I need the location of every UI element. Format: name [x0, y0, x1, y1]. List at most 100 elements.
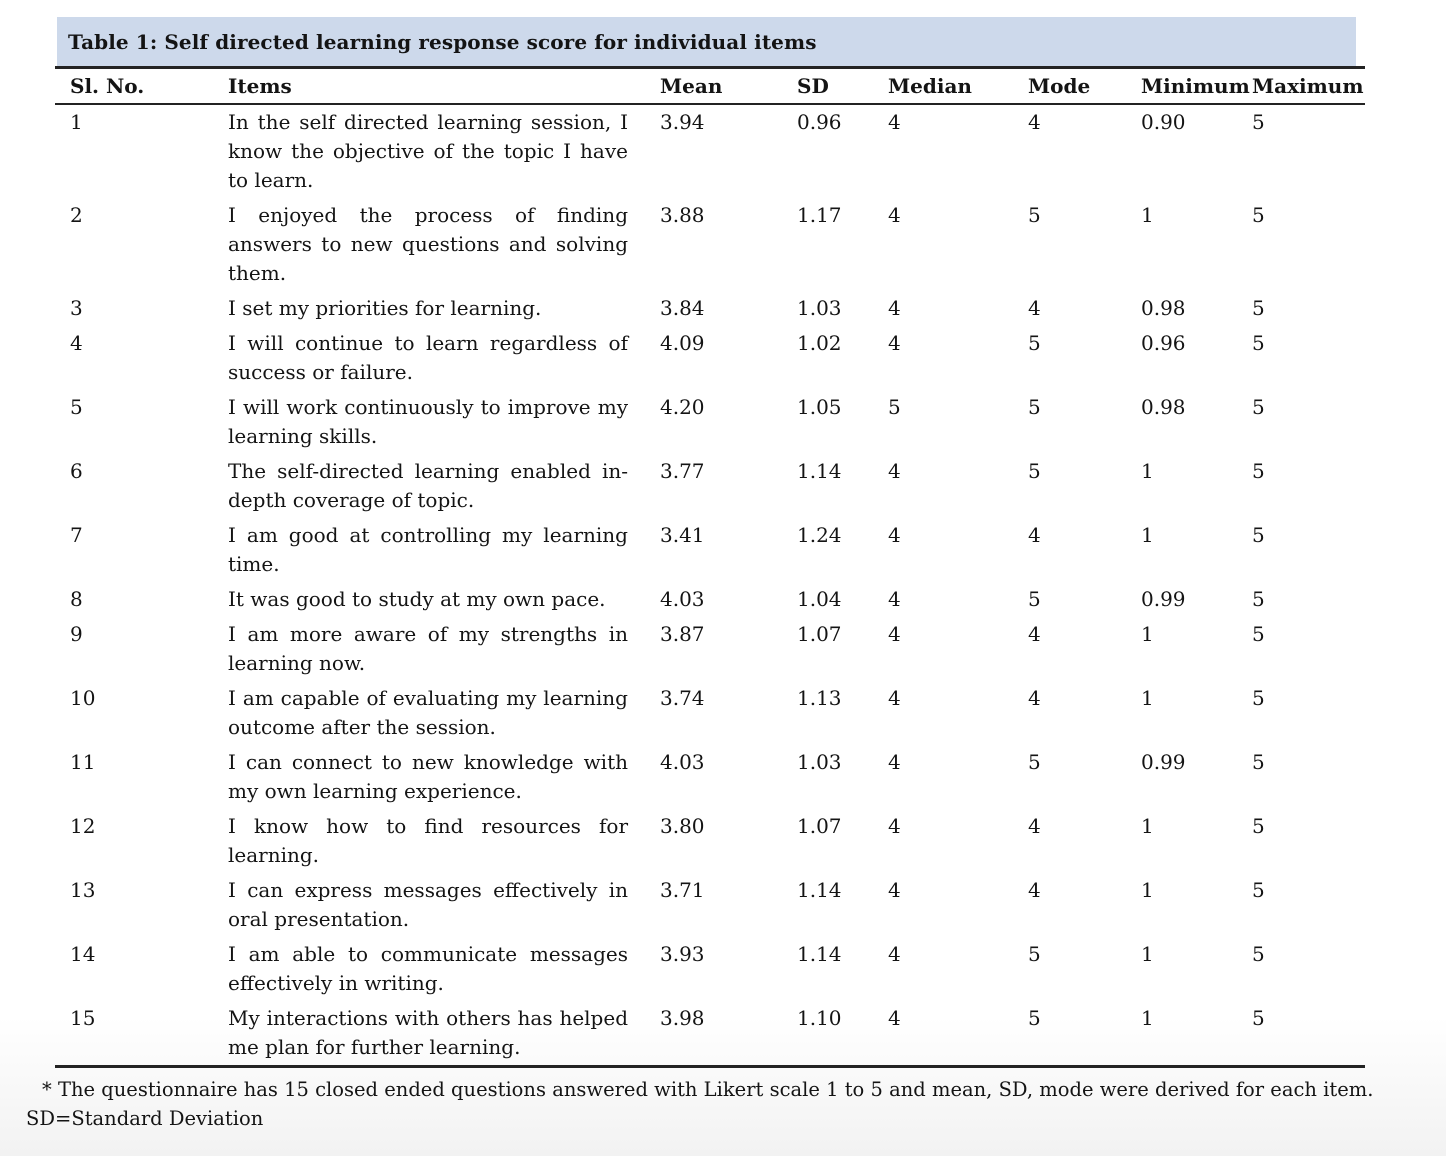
cell-minimum: 1 [1141, 686, 1154, 710]
cell-median: 4 [888, 750, 901, 774]
cell-sd: 0.96 [797, 110, 842, 134]
column-header-mode: Mode [1028, 67, 1141, 105]
cell-items: I know how to find resources for learnin… [228, 814, 628, 867]
column-header-sd: SD [797, 67, 888, 105]
cell-mean: 3.74 [660, 686, 705, 710]
cell-sd: 1.14 [797, 878, 842, 902]
cell-items: I will work continuously to improve my l… [228, 395, 628, 448]
footnote-line-2: SD=Standard Deviation [26, 1106, 264, 1130]
cell-minimum: 1 [1141, 878, 1154, 902]
cell-mean: 3.87 [660, 622, 705, 646]
cell-items: I am capable of evaluating my learning o… [228, 686, 628, 739]
cell-mode: 4 [1028, 296, 1041, 320]
cell-minimum: 0.98 [1141, 395, 1186, 419]
cell-maximum: 5 [1252, 622, 1265, 646]
cell-median: 4 [888, 587, 901, 611]
cell-sd: 1.03 [797, 296, 842, 320]
cell-items: I enjoyed the process of finding answers… [228, 203, 628, 285]
cell-items: It was good to study at my own pace. [228, 587, 606, 611]
table-row: 10 I am capable of evaluating my learning… [55, 681, 1365, 745]
cell-sl-no: 15 [70, 1006, 96, 1030]
cell-sl-no: 13 [70, 878, 96, 902]
cell-mean: 4.20 [660, 395, 705, 419]
cell-items: I am able to communicate messages effect… [228, 942, 628, 995]
cell-sl-no: 9 [70, 622, 83, 646]
table-row: 6 The self-directed learning enabled in-d… [55, 454, 1365, 518]
cell-median: 4 [888, 331, 901, 355]
cell-mean: 4.03 [660, 587, 705, 611]
cell-sl-no: 12 [70, 814, 96, 838]
cell-mode: 5 [1028, 395, 1041, 419]
cell-sd: 1.02 [797, 331, 842, 355]
cell-sl-no: 14 [70, 942, 96, 966]
cell-maximum: 5 [1252, 203, 1265, 227]
results-table: Sl. No. Items Mean SD Median Mode Minimum Maxim… [55, 66, 1365, 1068]
cell-mean: 3.84 [660, 296, 705, 320]
cell-mode: 4 [1028, 814, 1041, 838]
cell-sd: 1.05 [797, 395, 842, 419]
cell-mean: 3.41 [660, 523, 705, 547]
table-row: 8 It was good to study at my own pace. 4.0… [55, 582, 1365, 617]
cell-maximum: 5 [1252, 878, 1265, 902]
cell-mode: 5 [1028, 1006, 1041, 1030]
cell-sd: 1.04 [797, 587, 842, 611]
cell-sl-no: 2 [70, 203, 83, 227]
footnote-line-1: * The questionnaire has 15 closed ended … [42, 1078, 1374, 1101]
cell-maximum: 5 [1252, 686, 1265, 710]
cell-mean: 4.09 [660, 331, 705, 355]
cell-mode: 5 [1028, 750, 1041, 774]
cell-sl-no: 3 [70, 296, 83, 320]
cell-maximum: 5 [1252, 750, 1265, 774]
cell-mean: 3.80 [660, 814, 705, 838]
cell-items: I set my priorities for learning. [228, 296, 542, 320]
table-title: Table 1: Self directed learning response… [68, 29, 817, 54]
cell-median: 4 [888, 878, 901, 902]
cell-items: I will continue to learn regardless of s… [228, 331, 628, 384]
cell-median: 5 [888, 395, 901, 419]
cell-maximum: 5 [1252, 814, 1265, 838]
column-header-mean: Mean [660, 67, 797, 105]
cell-minimum: 0.99 [1141, 587, 1186, 611]
cell-sd: 1.14 [797, 459, 842, 483]
cell-mode: 5 [1028, 203, 1041, 227]
cell-minimum: 1 [1141, 1006, 1154, 1030]
cell-mean: 3.77 [660, 459, 705, 483]
table-title-bar: Table 1: Self directed learning response… [57, 17, 1356, 66]
cell-sl-no: 5 [70, 395, 83, 419]
cell-sl-no: 8 [70, 587, 83, 611]
cell-mean: 4.03 [660, 750, 705, 774]
table-footnote: * The questionnaire has 15 closed ended … [26, 1076, 1376, 1133]
cell-items: My interactions with others has helped m… [228, 1006, 628, 1059]
cell-maximum: 5 [1252, 1006, 1265, 1030]
cell-sd: 1.07 [797, 622, 842, 646]
cell-median: 4 [888, 686, 901, 710]
column-header-minimum: Minimum [1141, 67, 1252, 105]
cell-items: In the self directed learning session, I… [228, 110, 628, 192]
cell-items: I can connect to new knowledge with my o… [228, 750, 628, 803]
cell-minimum: 1 [1141, 622, 1154, 646]
cell-maximum: 5 [1252, 523, 1265, 547]
cell-median: 4 [888, 622, 901, 646]
cell-sd: 1.07 [797, 814, 842, 838]
cell-mode: 4 [1028, 878, 1041, 902]
table-row: 5 I will work continuously to improve my … [55, 390, 1365, 454]
cell-sl-no: 7 [70, 523, 83, 547]
cell-minimum: 1 [1141, 459, 1154, 483]
table-row: 12 I know how to find resources for learn… [55, 809, 1365, 873]
cell-sl-no: 4 [70, 331, 83, 355]
column-header-sl-no: Sl. No. [55, 67, 228, 105]
cell-minimum: 0.99 [1141, 750, 1186, 774]
cell-mean: 3.88 [660, 203, 705, 227]
cell-minimum: 0.90 [1141, 110, 1186, 134]
cell-maximum: 5 [1252, 587, 1265, 611]
cell-mode: 4 [1028, 523, 1041, 547]
cell-median: 4 [888, 814, 901, 838]
cell-items: I am good at controlling my learning tim… [228, 523, 628, 576]
cell-minimum: 1 [1141, 523, 1154, 547]
cell-minimum: 1 [1141, 942, 1154, 966]
table-row: 9 I am more aware of my strengths in lear… [55, 617, 1365, 681]
cell-maximum: 5 [1252, 296, 1265, 320]
cell-sd: 1.03 [797, 750, 842, 774]
cell-maximum: 5 [1252, 110, 1265, 134]
cell-sd: 1.14 [797, 942, 842, 966]
